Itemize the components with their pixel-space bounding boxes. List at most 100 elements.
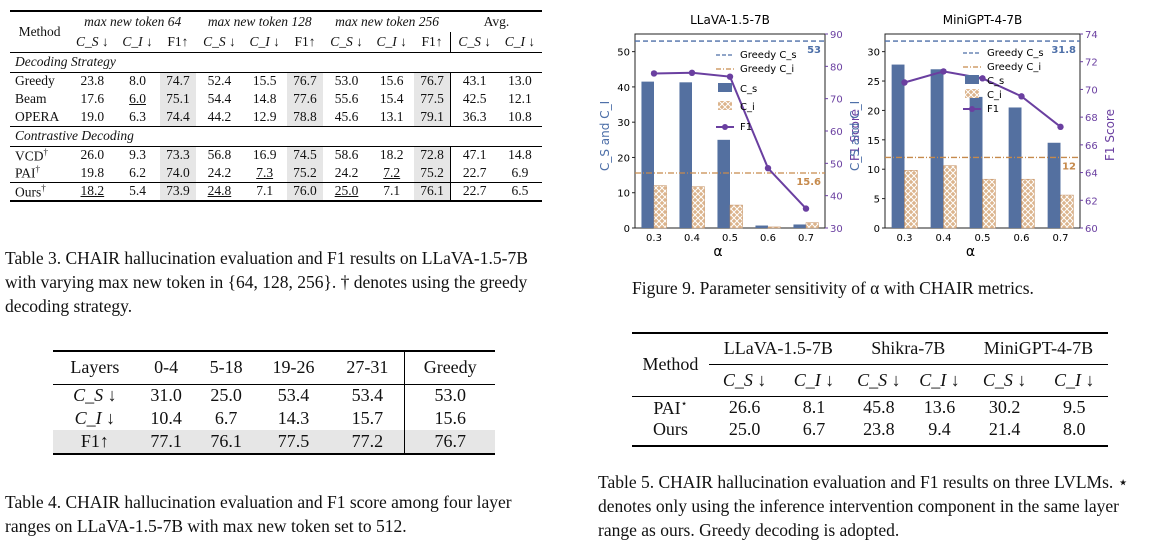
table5-col-header: C_S ↓ <box>722 369 767 390</box>
table4-value: 77.1 <box>150 431 182 451</box>
y-tick-label: 10 <box>867 165 880 176</box>
x-tick-label: 0.7 <box>1053 233 1069 244</box>
table3-method: Greedy <box>15 73 55 89</box>
legend-label: Greedy C_i <box>987 62 1041 73</box>
bar-ci <box>943 165 957 229</box>
table3-section: Contrastive Decoding <box>10 126 542 146</box>
table3-value: 13.0 <box>508 73 532 89</box>
table3-value: 77.6 <box>286 90 324 108</box>
table3-value: 79.1 <box>413 108 451 126</box>
x-tick-label: 0.4 <box>936 233 952 244</box>
table3-col-header: C_S ↓ <box>76 33 109 49</box>
table-row: F1↑ 77.1 76.1 77.5 77.2 76.7 <box>53 430 495 453</box>
y2-tick-label: 62 <box>1085 196 1098 207</box>
y-tick-label: 40 <box>617 83 630 94</box>
table-row: PAI† 19.8 6.2 74.0 24.2 7.3 75.2 24.2 7.2 75.2 22.… <box>10 164 542 182</box>
x-tick-label: 0.4 <box>684 233 700 244</box>
table3-group-header: max new token 128 <box>207 14 312 29</box>
table3-value: 75.1 <box>159 90 197 108</box>
table5-value: 45.8 <box>863 397 895 417</box>
table-row: Greedy 23.8 8.0 74.7 52.4 15.5 76.7 53.0 15.6 76.… <box>10 72 542 90</box>
table3-value: 13.1 <box>379 108 404 124</box>
table3-method: VCD† <box>15 146 49 164</box>
table3-value: 7.3 <box>256 164 274 180</box>
y2-tick-label: 60 <box>830 127 843 138</box>
table4: Layers 0-4 5-18 19-26 27-31 Greedy C_S ↓ 31.0 2… <box>53 350 495 455</box>
x-tick-label: 0.7 <box>798 233 814 244</box>
table3-col-header: F1↑ <box>294 33 316 49</box>
star-mark: ⋆ <box>680 397 688 410</box>
table5-col-header: C_I ↓ <box>919 369 960 390</box>
table3-value: 24.8 <box>207 183 232 199</box>
table4-header: 27-31 <box>346 357 389 378</box>
table3-value: 6.5 <box>511 183 529 199</box>
table3-value: 12.1 <box>508 91 532 106</box>
y2-tick-label: 80 <box>830 62 843 73</box>
bar-cs <box>1008 107 1022 228</box>
figure9: LLaVA-1.5-7B01020304050304050607080900.3… <box>598 13 1117 258</box>
table4-row-label: F1↑ <box>80 431 109 451</box>
legend-label: Greedy C_i <box>740 64 794 75</box>
x-tick-label: 0.5 <box>975 233 991 244</box>
legend-swatch <box>965 75 979 84</box>
table5-caption: Table 5. CHAIR hallucination evaluation … <box>598 472 1129 540</box>
table3-value: 6.0 <box>129 91 146 106</box>
table4-header: Layers <box>70 357 120 378</box>
legend-swatch <box>965 89 979 98</box>
table3-value: 9.3 <box>129 147 146 163</box>
table4-value: 77.5 <box>277 431 310 451</box>
bar-cs <box>755 225 768 228</box>
bar-ci <box>904 170 918 229</box>
bar-cs <box>679 82 692 228</box>
bar-cs <box>641 81 654 228</box>
chart-title: LLaVA-1.5-7B <box>690 13 770 27</box>
table3-group-header: max new token 64 <box>84 14 182 29</box>
f1-point <box>1057 123 1064 131</box>
greedy-cs-label: 31.8 <box>1051 45 1076 56</box>
table3-value: 36.3 <box>450 108 498 126</box>
legend-label: Greedy C_s <box>740 50 797 61</box>
table3-value: 6.9 <box>511 164 529 180</box>
table5-model-header: Shikra-7B <box>847 334 969 365</box>
table3-value: 42.5 <box>450 90 498 108</box>
table3-value: 26.0 <box>80 147 105 163</box>
table-row: Ours† 18.2 5.4 73.9 24.8 7.1 76.0 25.0 7.1 76.1 22… <box>10 182 542 201</box>
bar-cs <box>717 139 730 228</box>
table3-col-header: F1↑ <box>421 33 443 49</box>
table3-value: 73.3 <box>159 146 197 164</box>
table3-value: 77.5 <box>413 90 451 108</box>
bar-ci <box>653 185 667 229</box>
table4-grid: Layers 0-4 5-18 19-26 27-31 Greedy C_S ↓ 31.0 2… <box>53 352 495 453</box>
legend-label: C_i <box>987 90 1002 101</box>
table5-value: 6.7 <box>802 419 826 439</box>
table5-model-header: MiniGPT-4-7B <box>968 334 1108 365</box>
table3-col-header: C_I ↓ <box>376 33 407 49</box>
table3-value: 15.4 <box>379 91 404 106</box>
x-tick-label: 0.6 <box>1014 233 1030 244</box>
table4-value: 77.2 <box>351 431 384 451</box>
bar-cs <box>891 64 905 228</box>
table3-method: Beam <box>15 91 47 106</box>
legend-label: C_i <box>740 102 755 113</box>
table3-col-header: C_I ↓ <box>504 33 536 49</box>
table3-value: 10.8 <box>508 108 532 124</box>
table4-header: 19-26 <box>272 357 315 378</box>
table3-value: 5.4 <box>129 183 146 199</box>
table3-value: 16.9 <box>252 147 277 163</box>
table5-col-header: C_I ↓ <box>793 369 835 390</box>
table4-value: 53.4 <box>277 385 310 406</box>
table3-value: 53.0 <box>334 73 359 89</box>
table3-value: 74.0 <box>159 164 197 182</box>
table-row: Beam 17.6 6.0 75.1 54.4 14.8 77.6 55.6 15.4 77.5 4… <box>10 90 542 108</box>
y2-tick-label: 60 <box>1085 224 1098 235</box>
figure9-caption: Figure 9. Parameter sensitivity of α wit… <box>632 278 1034 298</box>
table3-method: OPERA <box>15 108 60 124</box>
table-row: OPERA 19.0 6.3 74.4 44.2 12.9 78.8 45.6 13.1 79.1… <box>10 108 542 126</box>
y2-tick-label: 40 <box>830 192 843 203</box>
table3-value: 6.3 <box>129 108 146 124</box>
table3-value: 43.1 <box>450 72 498 90</box>
table5-col-header: C_S ↓ <box>857 369 901 390</box>
legend-label: Greedy C_s <box>987 48 1044 59</box>
table3-method: Ours† <box>15 182 46 200</box>
y2-tick-label: 74 <box>1085 30 1098 41</box>
